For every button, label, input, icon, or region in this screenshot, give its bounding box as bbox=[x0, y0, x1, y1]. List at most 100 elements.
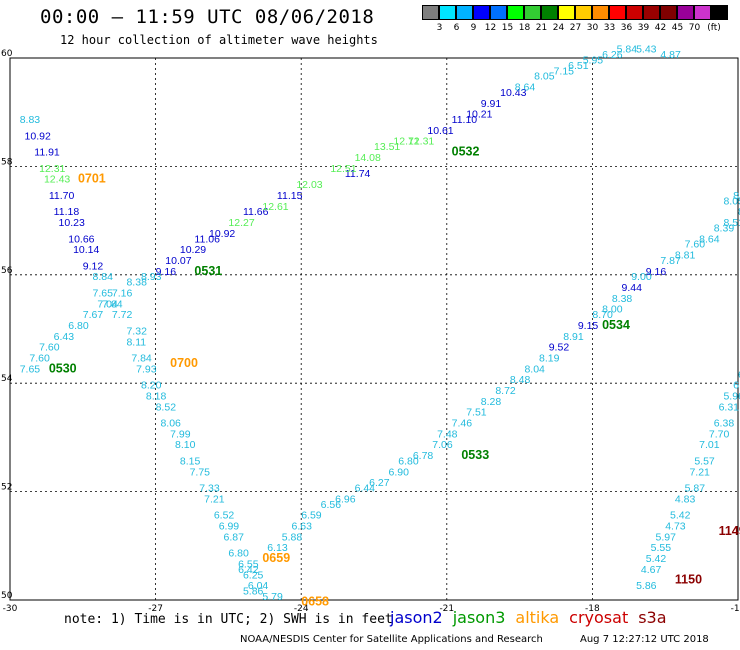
map-title: 00:00 – 11:59 UTC 08/06/2018 bbox=[40, 6, 375, 28]
wave-height-value: 6.56 bbox=[321, 499, 342, 511]
pass-time-labels: 0701 0700 0659 0658 0530 0531 0532 0533 0534 1149… bbox=[49, 145, 740, 609]
wave-height-value: 6.31 bbox=[719, 401, 740, 413]
wave-height-value: 9.00 bbox=[631, 271, 652, 283]
wave-height-value: 6.52 bbox=[214, 510, 235, 522]
wave-height-value: 8.03 bbox=[733, 190, 740, 202]
wave-height-value: 11.91 bbox=[34, 147, 60, 159]
legend-s3a: s3a bbox=[638, 608, 667, 627]
wave-height-value: 6.51 bbox=[568, 60, 589, 72]
legend-jason2: jason2 bbox=[390, 608, 443, 627]
lon-tick-label: -15 bbox=[731, 604, 740, 614]
satellite-tracks: 8.8310.9211.9112.3112.4311.7011.1810.231… bbox=[20, 44, 740, 603]
wave-height-value: 10.92 bbox=[25, 130, 51, 142]
wave-height-value: 7.48 bbox=[437, 428, 458, 440]
wave-height-value: 6.63 bbox=[291, 521, 312, 533]
wave-height-value: 7.16 bbox=[112, 287, 133, 299]
wave-height-value: 7.84 bbox=[102, 298, 123, 310]
lat-tick-label: 56 bbox=[1, 266, 13, 276]
lat-tick-label: 54 bbox=[1, 374, 13, 384]
pass-time-label: 0531 bbox=[194, 264, 222, 278]
wave-height-value: 10.92 bbox=[209, 228, 235, 240]
color-tick-label: 36 bbox=[620, 23, 633, 33]
axis-tick-labels: -30 -27 -24 -21 -18 -15 60 58 56 54 52 50 bbox=[1, 49, 740, 614]
color-swatch bbox=[473, 5, 490, 20]
wave-height-value: 7.01 bbox=[699, 439, 720, 451]
wave-height-value: 7.32 bbox=[126, 325, 147, 337]
pass-time-label: 0659 bbox=[262, 551, 290, 565]
footnote: note: 1) Time is in UTC; 2) SWH is in fe… bbox=[64, 612, 393, 627]
wave-height-value: 9.15 bbox=[578, 320, 599, 332]
wave-height-value: 8.00 bbox=[602, 304, 623, 316]
lon-tick-label: -18 bbox=[585, 604, 600, 614]
wave-height-value: 5.96 bbox=[723, 390, 740, 402]
wave-height-value: 5.57 bbox=[694, 456, 715, 468]
color-tick-label: 42 bbox=[654, 23, 667, 33]
map-grid bbox=[9, 57, 739, 601]
wave-height-value: 6.87 bbox=[224, 531, 245, 543]
wave-height-value: 6.99 bbox=[219, 521, 240, 533]
wave-height-value: 8.83 bbox=[20, 114, 41, 126]
wave-height-value: 8.05 bbox=[534, 71, 555, 83]
wave-height-value: 5.86 bbox=[243, 586, 264, 598]
lon-tick-label: -24 bbox=[294, 604, 309, 614]
wave-height-value: 10.61 bbox=[427, 125, 453, 137]
wave-height-value: 7.65 bbox=[93, 287, 114, 299]
wave-height-value: 6.59 bbox=[301, 510, 322, 522]
wave-height-value: 8.06 bbox=[160, 418, 181, 430]
wave-height-value: 6.27 bbox=[369, 477, 390, 489]
wave-height-value: 5.79 bbox=[262, 591, 283, 603]
wave-height-value: 6.25 bbox=[243, 569, 264, 581]
wave-height-value: 9.91 bbox=[481, 98, 502, 110]
wave-height-value: 7.99 bbox=[170, 428, 191, 440]
wave-height-value: 5.43 bbox=[636, 44, 657, 56]
generation-timestamp: Aug 7 12:27:12 UTC 2018 bbox=[580, 634, 709, 645]
wave-height-value: 7.46 bbox=[452, 418, 473, 430]
wave-height-value: 8.51 bbox=[723, 217, 740, 229]
wave-height-value: 8.39 bbox=[714, 222, 735, 234]
color-swatch bbox=[626, 5, 643, 20]
color-swatch bbox=[439, 5, 456, 20]
wave-height-value: 8.15 bbox=[180, 456, 201, 468]
wave-height-value: 7.60 bbox=[39, 342, 60, 354]
wave-height-value: 7.60 bbox=[685, 239, 706, 251]
wave-height-value: 12.27 bbox=[228, 217, 254, 229]
color-swatch bbox=[456, 5, 473, 20]
wave-height-value: 7.70 bbox=[709, 428, 730, 440]
wave-height-value: 4.87 bbox=[660, 49, 681, 61]
color-tick-label: 9 bbox=[470, 23, 477, 33]
lat-tick-label: 58 bbox=[1, 157, 13, 167]
wave-height-value: 7.15 bbox=[554, 65, 575, 77]
wave-height-value: 8.28 bbox=[481, 396, 502, 408]
wave-height-value: 8.04 bbox=[524, 363, 545, 375]
wave-height-value: 4.67 bbox=[641, 564, 662, 576]
lat-tick-label: 60 bbox=[1, 49, 13, 59]
wave-height-value: 6.44 bbox=[355, 483, 376, 495]
wave-height-value: 9.44 bbox=[622, 282, 643, 294]
wave-height-value: 8.19 bbox=[539, 353, 560, 365]
wave-height-value: 10.66 bbox=[68, 233, 94, 245]
wave-height-value: 7.65 bbox=[20, 363, 41, 375]
wave-height-value: 8.18 bbox=[146, 390, 167, 402]
wave-height-value: 6.04 bbox=[248, 580, 269, 592]
wave-height-value: 7.67 bbox=[83, 309, 104, 321]
wave-height-value: 12.61 bbox=[262, 201, 288, 213]
color-swatch bbox=[507, 5, 524, 20]
wave-height-value: 7.21 bbox=[689, 466, 710, 478]
wave-height-value: 5.84 bbox=[617, 44, 638, 56]
wave-height-value: 6.42 bbox=[238, 564, 259, 576]
legend-jason3: jason3 bbox=[452, 608, 506, 627]
wave-height-value: 6.26 bbox=[602, 49, 623, 61]
pass-time-label: 0534 bbox=[602, 318, 630, 332]
wave-height-value: 6.96 bbox=[335, 493, 356, 505]
wave-height-value: 6.80 bbox=[228, 548, 249, 560]
wave-height-value: 5.95 bbox=[583, 54, 604, 66]
wave-height-value: 10.21 bbox=[466, 109, 492, 121]
wave-height-value: 11.70 bbox=[49, 190, 75, 202]
color-tick-label: 33 bbox=[603, 23, 616, 33]
wave-height-value: 5.86 bbox=[636, 580, 657, 592]
color-tick-label: 21 bbox=[535, 23, 548, 33]
wave-height-value: 5.42 bbox=[670, 510, 691, 522]
wave-height-value: 7.93 bbox=[136, 363, 157, 375]
